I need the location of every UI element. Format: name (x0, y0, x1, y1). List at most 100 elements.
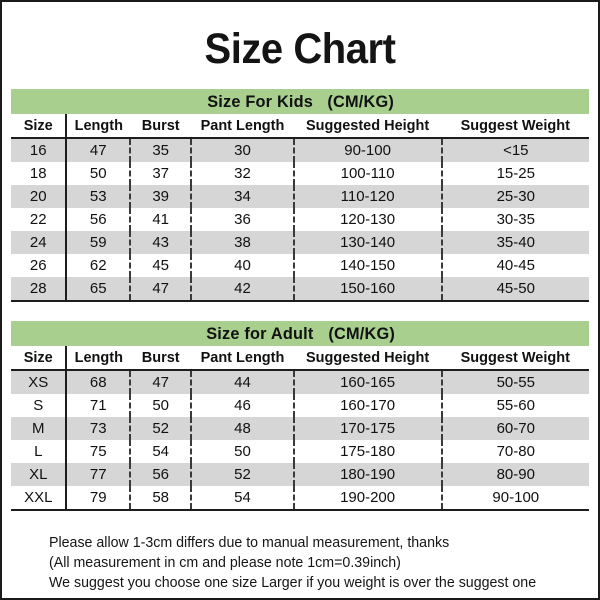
table-cell: 15-25 (440, 162, 589, 185)
table-row: 24 59 43 38 130-140 35-40 (11, 231, 589, 254)
table-cell: 50 (66, 162, 131, 185)
table-row: S 71 50 46 160-170 55-60 (11, 394, 589, 417)
kids-band-unit: (CM/KG) (327, 91, 394, 111)
table-cell: 77 (66, 463, 131, 486)
table-cell: 54 (129, 440, 192, 463)
table-cell: 62 (66, 254, 131, 277)
table-cell: 45-50 (440, 277, 589, 302)
table-cell: 36 (190, 208, 294, 231)
table-cell: 59 (66, 231, 131, 254)
adult-table-body: XS 68 47 44 160-165 50-55 S 71 50 46 160-170 55-60 M… (11, 370, 589, 511)
table-cell: 58 (129, 486, 192, 511)
table-row: XXL 79 58 54 190-200 90-100 (11, 486, 589, 511)
adult-col-length: Length (65, 346, 131, 371)
table-cell: 22 (11, 208, 68, 231)
kids-table-band: Size For Kids (CM/KG) (11, 89, 589, 114)
table-row: XL 77 56 52 180-190 80-90 (11, 463, 589, 486)
table-row: M 73 52 48 170-175 60-70 (11, 417, 589, 440)
note-line-1: Please allow 1-3cm differs due to manual… (49, 535, 450, 551)
tables-container: Size For Kids (CM/KG) Size Length Burst P… (2, 89, 598, 511)
page-title: Size Chart (204, 25, 396, 73)
adult-col-pant-length: Pant Length (191, 346, 294, 371)
table-cell: 37 (129, 162, 192, 185)
table-cell: 90-100 (292, 138, 442, 162)
table-cell: S (11, 394, 68, 417)
table-cell: M (11, 417, 68, 440)
table-cell: 39 (129, 185, 192, 208)
table-cell: 65 (66, 277, 131, 302)
table-cell: 50-55 (440, 370, 589, 394)
adult-table-band: Size for Adult (CM/KG) (11, 321, 589, 346)
table-cell: 53 (66, 185, 131, 208)
table-cell: 190-200 (292, 486, 442, 511)
table-row: 28 65 47 42 150-160 45-50 (11, 277, 589, 302)
table-cell: 90-100 (440, 486, 589, 511)
adult-col-size: Size (11, 346, 67, 371)
table-cell: 24 (11, 231, 68, 254)
table-row: L 75 54 50 175-180 70-80 (11, 440, 589, 463)
table-cell: 54 (190, 486, 294, 511)
kids-table-body: 16 47 35 30 90-100 <15 18 50 37 32 100-110 15-25 20 5… (11, 138, 589, 302)
kids-col-suggest-weight: Suggest Weight (441, 114, 589, 139)
table-cell: 30 (190, 138, 294, 162)
table-cell: 100-110 (292, 162, 442, 185)
table-row: 26 62 45 40 140-150 40-45 (11, 254, 589, 277)
kids-col-length: Length (65, 114, 131, 139)
adult-band-unit: (CM/KG) (328, 323, 395, 343)
kids-col-suggested-height: Suggested Height (293, 114, 442, 139)
table-cell: 79 (66, 486, 131, 511)
table-cell: 56 (66, 208, 131, 231)
table-cell: 16 (11, 138, 68, 162)
table-cell: 40-45 (440, 254, 589, 277)
kids-col-burst: Burst (130, 114, 192, 139)
adult-col-suggested-height: Suggested Height (293, 346, 442, 371)
table-cell: 71 (66, 394, 131, 417)
kids-size-table: Size For Kids (CM/KG) Size Length Burst P… (11, 89, 589, 302)
table-cell: 55-60 (440, 394, 589, 417)
adult-band-cell: Size for Adult (CM/KG) (11, 321, 589, 346)
table-cell: XXL (11, 486, 68, 511)
table-cell: 47 (129, 370, 192, 394)
table-cell: 26 (11, 254, 68, 277)
table-cell: 60-70 (440, 417, 589, 440)
table-cell: 73 (66, 417, 131, 440)
table-cell: 30-35 (440, 208, 589, 231)
table-cell: 140-150 (292, 254, 442, 277)
table-cell: 80-90 (440, 463, 589, 486)
table-cell: 47 (66, 138, 131, 162)
adult-col-suggest-weight: Suggest Weight (441, 346, 589, 371)
table-cell: 34 (190, 185, 294, 208)
table-cell: 43 (129, 231, 192, 254)
table-row: 16 47 35 30 90-100 <15 (11, 138, 589, 162)
table-cell: 48 (190, 417, 294, 440)
table-cell: 170-175 (292, 417, 442, 440)
table-cell: 38 (190, 231, 294, 254)
measurement-notes: Please allow 1-3cm differs due to manual… (2, 533, 598, 593)
table-cell: 45 (129, 254, 192, 277)
table-cell: 180-190 (292, 463, 442, 486)
table-row: XS 68 47 44 160-165 50-55 (11, 370, 589, 394)
table-cell: 20 (11, 185, 68, 208)
note-line-2: (All measurement in cm and please note 1… (49, 555, 401, 571)
table-row: 20 53 39 34 110-120 25-30 (11, 185, 589, 208)
table-cell: 120-130 (292, 208, 442, 231)
adult-col-burst: Burst (130, 346, 192, 371)
kids-header-row: Size Length Burst Pant Length Suggested … (11, 114, 589, 139)
table-cell: 56 (129, 463, 192, 486)
table-cell: 35 (129, 138, 192, 162)
table-cell: 44 (190, 370, 294, 394)
table-cell: 52 (129, 417, 192, 440)
table-cell: L (11, 440, 68, 463)
table-cell: 50 (129, 394, 192, 417)
table-cell: 175-180 (292, 440, 442, 463)
table-row: 18 50 37 32 100-110 15-25 (11, 162, 589, 185)
adult-header-row: Size Length Burst Pant Length Suggested … (11, 346, 589, 371)
table-cell: 42 (190, 277, 294, 302)
table-cell: 28 (11, 277, 68, 302)
table-cell: 160-170 (292, 394, 442, 417)
adult-size-table: Size for Adult (CM/KG) Size Length Burst … (11, 321, 589, 511)
table-cell: 50 (190, 440, 294, 463)
table-cell: 25-30 (440, 185, 589, 208)
table-cell: XS (11, 370, 68, 394)
